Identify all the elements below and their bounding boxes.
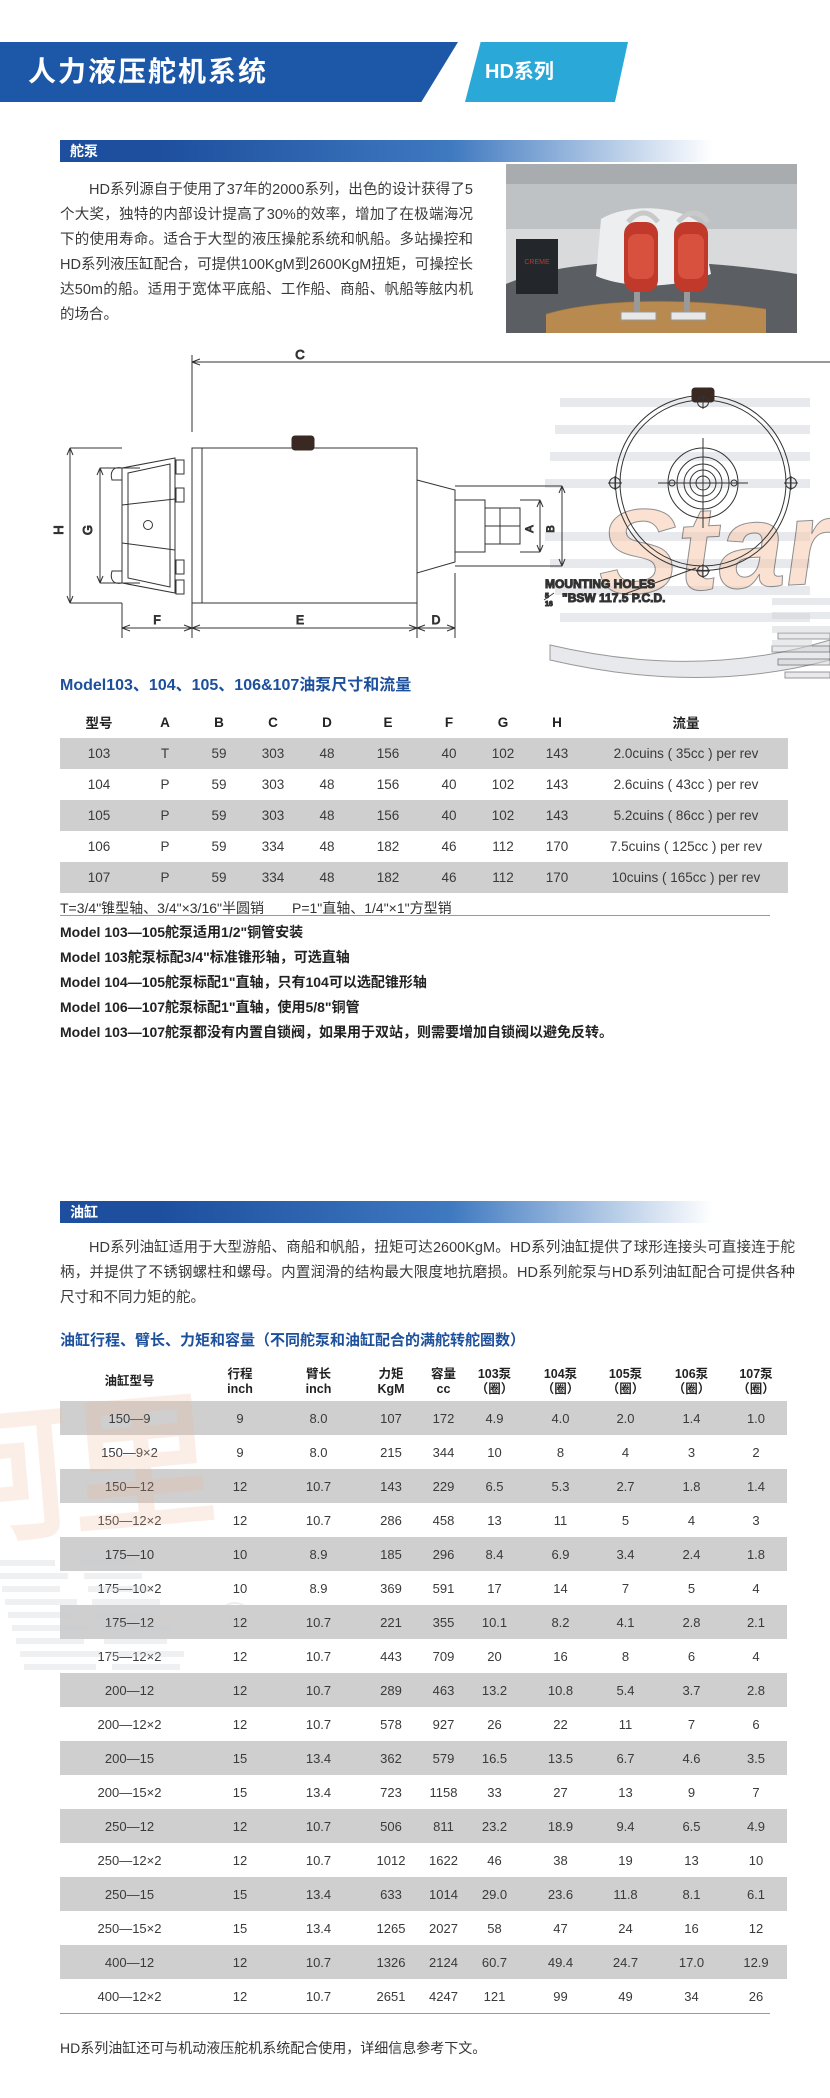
svg-text:H: H [51,525,66,534]
svg-text:MOUNTING HOLES: MOUNTING HOLES [545,577,655,591]
svg-text:A: A [524,525,536,533]
svg-text:G: G [80,525,95,535]
svg-text:D: D [432,613,441,627]
svg-text:B: B [545,525,557,532]
svg-text:E: E [296,613,304,627]
svg-text:"BSW 117.5 P.C.D.: "BSW 117.5 P.C.D. [562,591,666,605]
svg-text:F: F [153,613,160,627]
svg-text:CREME: CREME [524,259,550,266]
svg-text:C: C [295,347,304,362]
svg-text:16: 16 [545,601,553,608]
